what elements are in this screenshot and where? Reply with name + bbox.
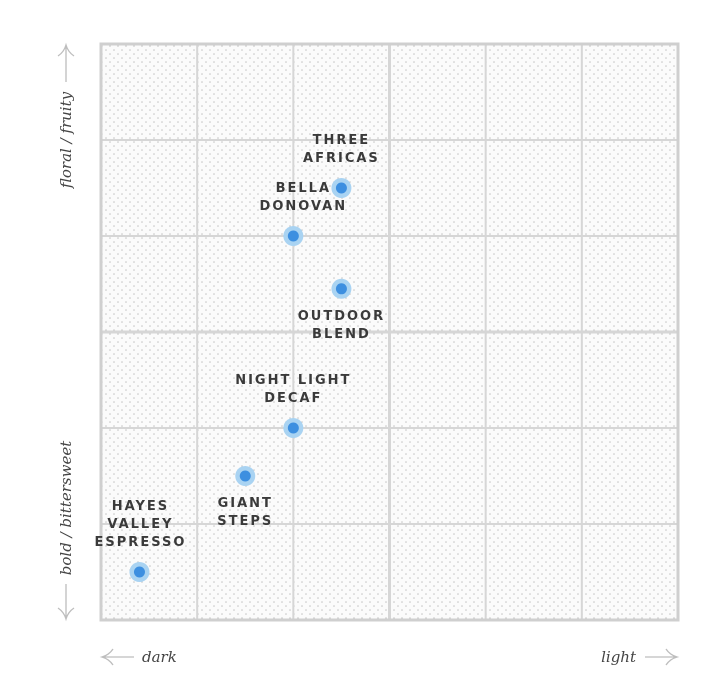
data-point-label: BLEND: [312, 327, 371, 342]
y-axis-label-floral-fruity: floral / fruity: [57, 91, 75, 189]
data-point-label: VALLEY: [107, 517, 173, 532]
data-point-label: AFRICAS: [303, 151, 380, 166]
data-point-label: BELLA: [276, 181, 331, 196]
data-point-group: BELLA DONOVAN: [260, 181, 348, 246]
grid-lines: [101, 44, 678, 620]
data-point-label: GIANT: [218, 496, 273, 511]
arrow-down-icon: [57, 584, 75, 622]
plot-border: [99, 42, 680, 622]
data-point[interactable]: [239, 470, 251, 482]
arrow-up-icon: [57, 42, 75, 82]
data-point[interactable]: [335, 283, 347, 295]
data-point-label: NIGHT LIGHT: [235, 373, 351, 388]
y-axis-label-bold-bittersweet: bold / bittersweet: [57, 440, 75, 575]
data-point-label: ESPRESSO: [95, 535, 187, 550]
data-point-group: GIANT STEPS: [217, 466, 273, 529]
arrow-right-icon: [645, 648, 680, 666]
data-point[interactable]: [287, 422, 299, 434]
data-point-label: DONOVAN: [260, 199, 348, 214]
data-point-label: THREE: [313, 133, 371, 148]
arrow-left-icon: [99, 648, 134, 666]
data-point[interactable]: [133, 566, 145, 578]
data-point-label: DECAF: [264, 391, 322, 406]
data-point[interactable]: [335, 182, 347, 194]
data-point-group: OUTDOOR BLEND: [298, 278, 385, 342]
x-axis-label-light: light: [601, 648, 637, 666]
data-point-group: HAYES VALLEY ESPRESSO: [95, 499, 187, 582]
data-point-label: HAYES: [112, 499, 169, 514]
data-point-label: STEPS: [217, 514, 273, 529]
data-point-group: THREE AFRICAS: [303, 133, 380, 198]
data-point-group: NIGHT LIGHT DECAF: [235, 373, 351, 438]
data-point-label: OUTDOOR: [298, 309, 385, 324]
data-points: THREE AFRICAS BELLA DONOVAN OUTDOOR BLEND NIGH…: [95, 133, 385, 582]
data-point[interactable]: [287, 230, 299, 242]
x-axis-label-dark: dark: [142, 648, 177, 666]
